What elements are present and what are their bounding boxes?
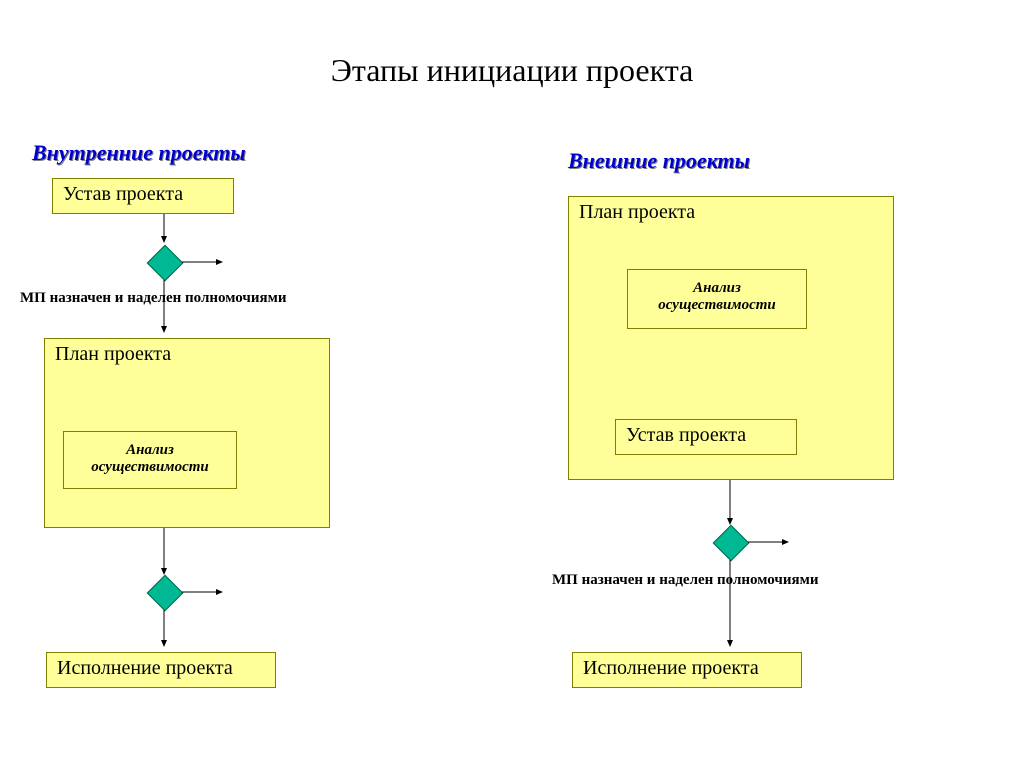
right-execution-box: Исполнение проекта [572, 652, 802, 688]
left-analysis-label: Анализ осуществимости [91, 442, 208, 475]
left-diamond-1 [147, 245, 184, 282]
left-execution-box: Исполнение проекта [46, 652, 276, 688]
left-annotation: МП назначен и наделен полномочиями [20, 290, 286, 307]
right-annotation: МП назначен и наделен полномочиями [552, 572, 818, 589]
right-plan-label: План проекта [579, 201, 695, 223]
right-section-header: Внешние проекты [568, 148, 750, 174]
right-analysis-label: Анализ осуществимости [658, 280, 775, 313]
left-plan-box: План проекта Анализ осуществимости [44, 338, 330, 528]
right-analysis-box: Анализ осуществимости [627, 269, 807, 329]
left-diamond-2 [147, 575, 184, 612]
right-diamond [713, 525, 750, 562]
right-execution-label: Исполнение проекта [583, 657, 759, 679]
page-title: Этапы инициации проекта [0, 52, 1024, 89]
left-charter-label: Устав проекта [63, 183, 183, 205]
left-section-header: Внутренние проекты [32, 140, 246, 166]
right-charter-label: Устав проекта [626, 424, 746, 446]
left-charter-box: Устав проекта [52, 178, 234, 214]
left-analysis-box: Анализ осуществимости [63, 431, 237, 489]
left-execution-label: Исполнение проекта [57, 657, 233, 679]
left-plan-label: План проекта [55, 343, 171, 365]
right-plan-box: План проекта Анализ осуществимости Устав… [568, 196, 894, 480]
right-charter-box: Устав проекта [615, 419, 797, 455]
